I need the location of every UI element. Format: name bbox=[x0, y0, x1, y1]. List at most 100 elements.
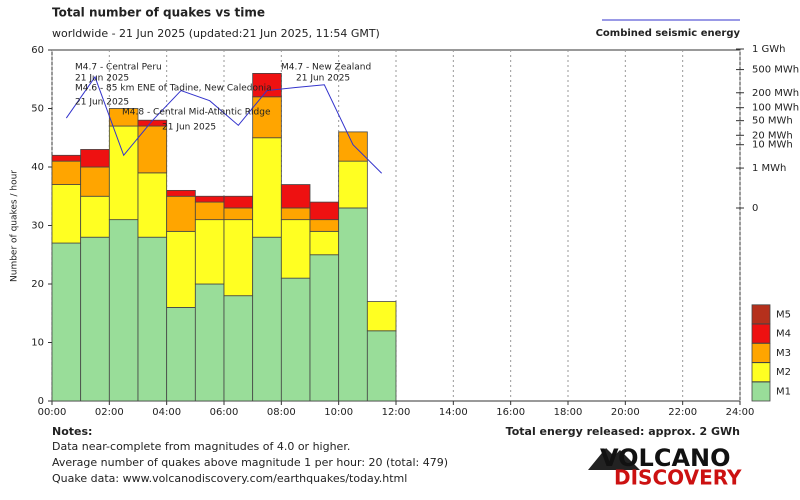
note: Data near-complete from magnitudes of 4.… bbox=[52, 440, 350, 453]
bar-segment bbox=[51, 154, 82, 162]
x-tick-label: 02:00 bbox=[95, 407, 124, 418]
y-tick-label: 0 bbox=[38, 396, 44, 407]
y2-tick-label: 20 MWh bbox=[752, 130, 793, 141]
x-tick-label: 14:00 bbox=[439, 407, 468, 418]
bar-segment bbox=[309, 201, 340, 221]
bar-segment bbox=[194, 283, 225, 402]
y-tick-label: 10 bbox=[31, 338, 44, 349]
bar-segment bbox=[280, 207, 311, 221]
bar-segment bbox=[309, 230, 340, 256]
y2-tick-label: 1 MWh bbox=[752, 163, 786, 174]
bar-segment bbox=[51, 160, 82, 185]
bar-segment bbox=[194, 219, 225, 285]
bar-segment bbox=[366, 330, 397, 402]
annotation: M4.6 - 85 km ENE of Tadine, New Caledoni… bbox=[75, 84, 272, 94]
bar-segment bbox=[194, 195, 225, 203]
y2-tick-label: 10 MWh bbox=[752, 140, 793, 151]
legend-label: M3 bbox=[776, 348, 791, 359]
note: Quake data: www.volcanodiscovery.com/ear… bbox=[52, 472, 407, 485]
legend-label: Combined seismic energy bbox=[596, 28, 741, 39]
bar-segment bbox=[223, 207, 254, 221]
y-tick-label: 30 bbox=[31, 221, 44, 232]
bar-segment bbox=[166, 306, 196, 402]
x-tick-label: 00:00 bbox=[38, 407, 67, 418]
annotation-date: 21 Jun 2025 bbox=[296, 74, 350, 84]
y2-tick-label: 200 MWh bbox=[752, 88, 799, 99]
chart-title: Total number of quakes vs time bbox=[52, 6, 265, 20]
bar-segment bbox=[80, 149, 110, 168]
x-tick-label: 04:00 bbox=[152, 407, 181, 418]
x-tick-label: 20:00 bbox=[611, 407, 640, 418]
bar-segment bbox=[309, 219, 340, 232]
bar-segment bbox=[80, 236, 110, 402]
bar-segment bbox=[137, 172, 168, 238]
y2-tick-label: 100 MWh bbox=[752, 103, 799, 114]
legend-swatch bbox=[751, 323, 771, 344]
x-tick-label: 10:00 bbox=[324, 407, 353, 418]
y-tick-label: 50 bbox=[31, 104, 44, 115]
legend-label: M1 bbox=[776, 387, 791, 398]
legend-swatch bbox=[751, 342, 771, 363]
x-tick-label: 24:00 bbox=[726, 407, 755, 418]
bar-segment bbox=[166, 189, 196, 197]
annotation-date: 21 Jun 2025 bbox=[75, 98, 129, 108]
note: Average number of quakes above magnitude… bbox=[52, 456, 448, 469]
y2-tick-label: 50 MWh bbox=[752, 116, 793, 127]
bar-segment bbox=[338, 160, 368, 209]
x-tick-label: 22:00 bbox=[668, 407, 697, 418]
bar-segment bbox=[252, 96, 282, 139]
legend-label: M4 bbox=[776, 329, 791, 340]
bar-segment bbox=[108, 219, 139, 402]
bar-segment bbox=[51, 184, 82, 244]
bar-segment bbox=[108, 125, 139, 221]
logo-icon bbox=[588, 448, 640, 470]
y-tick-label: 60 bbox=[31, 45, 44, 56]
bar-segment bbox=[194, 201, 225, 221]
bar-segment bbox=[252, 137, 282, 238]
bar-segment bbox=[309, 254, 340, 402]
legend-swatch bbox=[751, 381, 771, 402]
chart-subtitle: worldwide - 21 Jun 2025 (updated:21 Jun … bbox=[52, 27, 380, 40]
bar-segment bbox=[252, 236, 282, 402]
bar-segment bbox=[280, 219, 311, 279]
y2-tick-label: 1 GWh bbox=[752, 44, 786, 55]
bar-segment bbox=[366, 301, 397, 332]
annotation: M4.8 - Central Mid-Atlantic Ridge bbox=[122, 108, 271, 118]
x-tick-label: 06:00 bbox=[210, 407, 239, 418]
legend-swatch bbox=[751, 304, 771, 325]
bar-segment bbox=[223, 295, 254, 402]
y-axis-label: Number of quakes / hour bbox=[10, 170, 20, 282]
bar-segment bbox=[51, 242, 82, 402]
bar-segment bbox=[223, 219, 254, 297]
legend-swatch bbox=[751, 362, 771, 383]
legend-label: M5 bbox=[776, 309, 791, 320]
y-tick-label: 20 bbox=[31, 279, 44, 290]
energy-line bbox=[65, 75, 383, 174]
x-tick-label: 16:00 bbox=[496, 407, 525, 418]
x-tick-label: 18:00 bbox=[554, 407, 583, 418]
bar-segment bbox=[338, 207, 368, 402]
bar-segment bbox=[252, 73, 282, 98]
x-tick-label: 08:00 bbox=[267, 407, 296, 418]
notes-title: Notes: bbox=[52, 425, 92, 438]
annotation-date: 21 Jun 2025 bbox=[75, 74, 129, 84]
annotation: M4.7 - Central Peru bbox=[75, 63, 162, 73]
bar-segment bbox=[223, 195, 254, 209]
bar-segment bbox=[137, 236, 168, 402]
bar-segment bbox=[166, 230, 196, 308]
logo-text: DISCOVERY bbox=[614, 466, 742, 490]
x-tick-label: 12:00 bbox=[382, 407, 411, 418]
y2-tick-label: 500 MWh bbox=[752, 65, 799, 76]
bar-segment bbox=[280, 184, 311, 209]
bar-segment bbox=[280, 277, 311, 402]
y-tick-label: 40 bbox=[31, 162, 44, 173]
logo-text: VOLCANO bbox=[600, 444, 731, 472]
total-energy: Total energy released: approx. 2 GWh bbox=[506, 425, 740, 438]
bar-segment bbox=[80, 195, 110, 238]
legend-label: M2 bbox=[776, 367, 791, 378]
annotation: M4.7 - New Zealand bbox=[281, 63, 371, 73]
y2-tick-label: 0 bbox=[752, 203, 758, 214]
bar-segment bbox=[166, 195, 196, 232]
annotation-date: 21 Jun 2025 bbox=[162, 123, 216, 133]
bar-segment bbox=[137, 125, 168, 174]
